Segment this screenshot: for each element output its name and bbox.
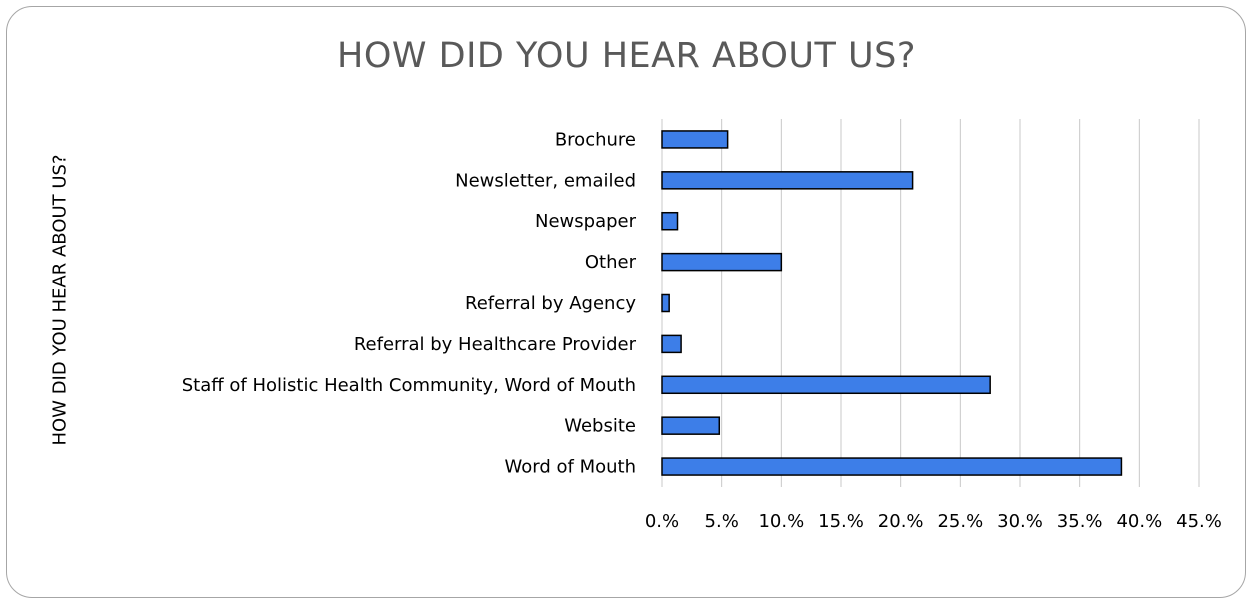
category-label: Referral by Healthcare Provider — [354, 334, 637, 355]
category-label: Newsletter, emailed — [455, 170, 636, 191]
chart-frame — [6, 6, 1246, 598]
chart-title: HOW DID YOU HEAR ABOUT US? — [337, 36, 916, 76]
x-tick-label: 40.% — [1116, 511, 1162, 532]
x-tick-label: 45.% — [1176, 511, 1222, 532]
x-tick-label: 10.% — [758, 511, 804, 532]
category-label: Other — [585, 252, 637, 273]
category-label: Staff of Holistic Health Community, Word… — [182, 375, 636, 396]
x-tick-label: 0.% — [645, 511, 679, 532]
category-label: Website — [564, 416, 636, 437]
bar — [661, 252, 783, 272]
x-tick-label: 30.% — [997, 511, 1043, 532]
bar — [661, 334, 682, 354]
bar — [661, 416, 721, 435]
bar — [661, 211, 679, 231]
x-tick-label: 15.% — [818, 511, 864, 532]
x-tick-label: 25.% — [937, 511, 983, 532]
bar — [661, 375, 991, 395]
bar — [661, 457, 1123, 476]
category-label: Newspaper — [535, 211, 637, 232]
category-label: Referral by Agency — [465, 293, 636, 314]
bar — [661, 293, 670, 313]
bar — [661, 130, 729, 149]
x-tick-label: 35.% — [1057, 511, 1103, 532]
category-label: Word of Mouth — [505, 457, 636, 478]
x-tick-label: 5.% — [705, 511, 739, 532]
bar — [661, 171, 914, 190]
x-tick-label: 20.% — [878, 511, 924, 532]
category-label: Brochure — [555, 129, 636, 150]
